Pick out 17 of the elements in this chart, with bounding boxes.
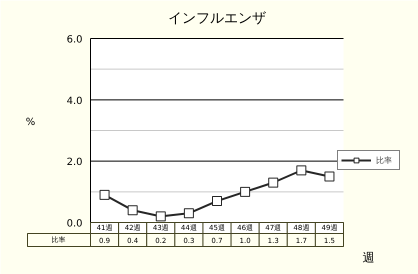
x-axis-title: 週 xyxy=(362,250,374,264)
y-tick-label: 6.0 xyxy=(66,34,83,46)
y-axis-title: % xyxy=(26,117,36,128)
y-tick-label: 4.0 xyxy=(66,96,83,107)
point xyxy=(128,205,138,216)
point xyxy=(156,211,166,222)
legend-label: 比率 xyxy=(376,154,393,166)
y-tick-label: 0.0 xyxy=(66,218,83,230)
point xyxy=(100,190,110,200)
point xyxy=(212,196,222,206)
point xyxy=(296,165,306,176)
point xyxy=(240,186,250,197)
point xyxy=(184,208,194,218)
chart-title: インフルエンザ xyxy=(168,10,266,26)
point xyxy=(268,178,278,188)
y-tick-label: 2.0 xyxy=(66,157,83,168)
point xyxy=(324,172,334,182)
